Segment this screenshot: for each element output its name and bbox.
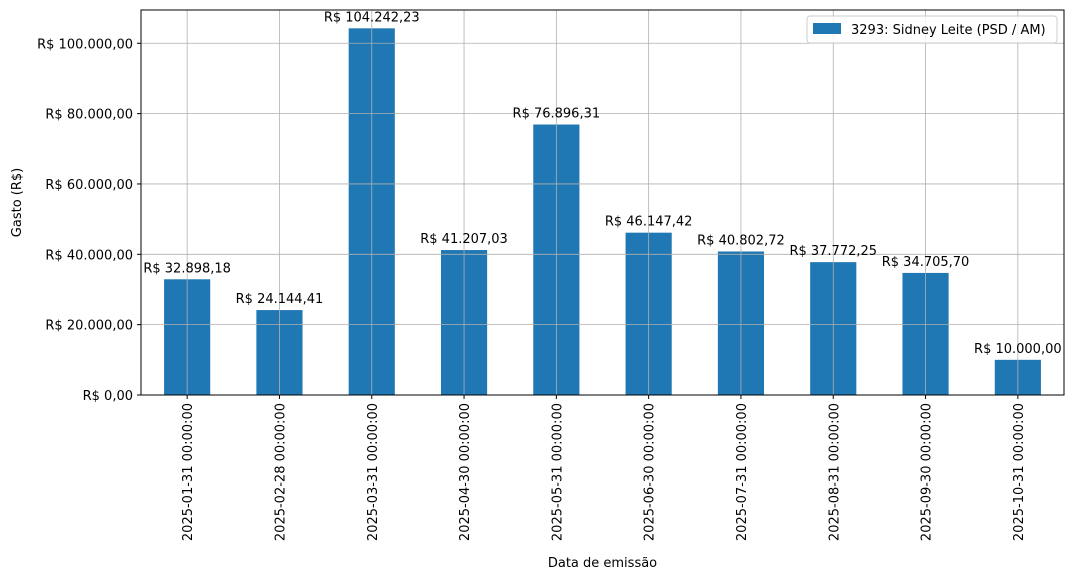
bar-value-label: R$ 46.147,42	[605, 215, 693, 230]
x-tick-label: 2025-07-31 00:00:00	[735, 403, 750, 541]
x-tick-label: 2025-03-31 00:00:00	[366, 403, 381, 541]
x-axis-ticks: 2025-01-31 00:00:00 2025-02-28 00:00:00 20…	[181, 395, 1027, 541]
bars	[164, 28, 1041, 396]
y-tick-label: R$ 100.000,00	[37, 37, 133, 52]
x-tick-label: 2025-08-31 00:00:00	[827, 403, 842, 541]
y-axis-label: Gasto (R$)	[10, 168, 25, 237]
axes-frame	[140, 9, 1065, 396]
y-tick-label: R$ 60.000,00	[45, 178, 133, 193]
bar-value-label: R$ 104.242,23	[324, 10, 420, 25]
y-tick-label: R$ 80.000,00	[45, 108, 133, 123]
bar-value-label: R$ 32.898,18	[143, 261, 231, 276]
x-tick-label: 2025-02-28 00:00:00	[273, 403, 288, 541]
x-axis-label: Data de emissão	[548, 556, 657, 571]
y-tick-label: R$ 40.000,00	[45, 248, 133, 263]
bar-value-label: R$ 37.772,25	[789, 244, 877, 259]
legend-label: 3293: Sidney Leite (PSD / AM)	[851, 23, 1046, 38]
x-tick-label: 2025-05-31 00:00:00	[550, 403, 565, 541]
legend-box	[806, 15, 1058, 44]
x-tick-label: 2025-06-30 00:00:00	[643, 403, 658, 541]
bar-value-label: R$ 24.144,41	[236, 292, 324, 307]
legend: 3293: Sidney Leite (PSD / AM)	[806, 15, 1058, 44]
data-labels: R$ 32.898,18 R$ 24.144,41 R$ 104.242,23 R$ …	[143, 10, 1061, 356]
bar-value-label: R$ 10.000,00	[974, 342, 1062, 357]
y-tick-label: R$ 20.000,00	[45, 319, 133, 334]
bar-value-label: R$ 34.705,70	[882, 255, 970, 270]
y-axis-ticks: R$ 0,00 R$ 20.000,00 R$ 40.000,00 R$ 60.000…	[37, 37, 141, 404]
grid-lines	[141, 10, 1064, 396]
bar-value-label: R$ 40.802,72	[697, 233, 785, 248]
bar-value-label: R$ 41.207,03	[420, 232, 508, 247]
x-tick-label: 2025-09-30 00:00:00	[920, 403, 935, 541]
x-tick-label: 2025-01-31 00:00:00	[181, 403, 196, 541]
legend-swatch	[813, 23, 841, 34]
y-tick-label: R$ 0,00	[83, 389, 133, 404]
x-tick-label: 2025-10-31 00:00:00	[1012, 403, 1027, 541]
bar-value-label: R$ 76.896,31	[513, 107, 601, 122]
x-tick-label: 2025-04-30 00:00:00	[458, 403, 473, 541]
